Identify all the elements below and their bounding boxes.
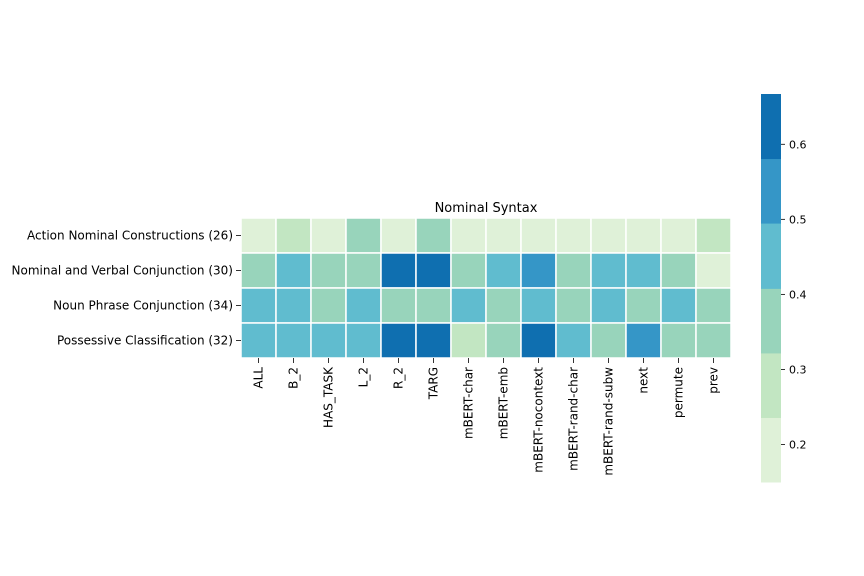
- column-label: mBERT-rand-char: [567, 367, 581, 471]
- heatmap-cell: [380, 287, 417, 324]
- heatmap-cell: [380, 322, 417, 359]
- colorbar-tick-label: 0.6: [789, 138, 807, 151]
- heatmap-cell: [695, 322, 732, 359]
- colorbar-segment: [761, 94, 781, 160]
- heatmap-cell: [555, 322, 592, 359]
- heatmap-cell: [450, 287, 487, 324]
- colorbar-segment: [761, 158, 781, 224]
- heatmap-cell: [415, 287, 452, 324]
- heatmap-cell: [555, 217, 592, 254]
- colorbar-tick-label: 0.3: [789, 363, 807, 376]
- heatmap-cell: [590, 322, 627, 359]
- row-label: Nominal and Verbal Conjunction (30): [12, 264, 233, 278]
- heatmap-cell: [345, 252, 382, 289]
- heatmap-cell: [485, 322, 522, 359]
- column-label: mBERT-char: [462, 367, 476, 439]
- heatmap-cell: [240, 287, 277, 324]
- heatmap-cell: [345, 217, 382, 254]
- column-label: prev: [707, 367, 721, 394]
- heatmap-cell: [660, 287, 697, 324]
- heatmap-cell: [555, 252, 592, 289]
- heatmap-cell: [520, 287, 557, 324]
- heatmap-cell: [485, 252, 522, 289]
- heatmap-cell: [660, 252, 697, 289]
- colorbar-tick-label: 0.5: [789, 213, 807, 226]
- column-label: B_2: [287, 367, 301, 389]
- heatmap-cell: [590, 217, 627, 254]
- column-label: permute: [672, 367, 686, 418]
- heatmap-cell: [240, 322, 277, 359]
- heatmap-cell: [450, 217, 487, 254]
- heatmap-cell: [520, 322, 557, 359]
- heatmap-cell: [380, 217, 417, 254]
- column-label: TARG: [427, 367, 441, 400]
- column-label: R_2: [392, 367, 406, 389]
- heatmap-cell: [415, 217, 452, 254]
- heatmap-cell: [555, 287, 592, 324]
- heatmap-cell: [660, 217, 697, 254]
- heatmap-cell: [310, 217, 347, 254]
- colorbar-segment: [761, 223, 781, 289]
- colorbar-tick-label: 0.2: [789, 438, 807, 451]
- heatmap-cell: [695, 287, 732, 324]
- heatmap-cell: [380, 252, 417, 289]
- colorbar-segment: [761, 288, 781, 354]
- heatmap-cell: [485, 287, 522, 324]
- heatmap-cell: [275, 322, 312, 359]
- column-label: mBERT-nocontext: [532, 367, 546, 473]
- heatmap-cell: [590, 287, 627, 324]
- heatmap-cell: [450, 322, 487, 359]
- heatmap-cell: [520, 217, 557, 254]
- heatmap-cell: [660, 322, 697, 359]
- heatmap-cell: [625, 322, 662, 359]
- heatmap-cell: [695, 217, 732, 254]
- heatmap-cell: [345, 322, 382, 359]
- colorbar: 0.2 0.3 0.4 0.5 0.6: [761, 94, 807, 483]
- colorbar-segment: [761, 352, 781, 418]
- heatmap-cell: [485, 217, 522, 254]
- heatmap-cell: [275, 252, 312, 289]
- heatmap-cell: [695, 252, 732, 289]
- heatmap-cell: [310, 322, 347, 359]
- heatmap-cell: [345, 287, 382, 324]
- heatmap-cell: [590, 252, 627, 289]
- colorbar-segment: [761, 417, 781, 483]
- heatmap-cell: [625, 217, 662, 254]
- row-labels: Action Nominal Constructions (26) Nominal…: [12, 229, 241, 348]
- column-label: mBERT-rand-subw: [602, 367, 616, 476]
- heatmap-cell: [625, 252, 662, 289]
- heatmap-cell: [275, 287, 312, 324]
- heatmap-cell: [240, 217, 277, 254]
- heatmap-cells: [240, 217, 732, 359]
- row-label: Possessive Classification (32): [57, 334, 233, 348]
- heatmap-cell: [415, 252, 452, 289]
- row-label: Noun Phrase Conjunction (34): [53, 299, 233, 313]
- colorbar-tick-label: 0.4: [789, 288, 807, 301]
- heatmap-cell: [275, 217, 312, 254]
- heatmap-cell: [625, 287, 662, 324]
- heatmap-cell: [310, 252, 347, 289]
- chart-title: Nominal Syntax: [435, 201, 538, 216]
- heatmap-cell: [415, 322, 452, 359]
- row-label: Action Nominal Constructions (26): [27, 229, 233, 243]
- heatmap-cell: [240, 252, 277, 289]
- column-label: HAS_TASK: [322, 366, 336, 428]
- column-label: L_2: [357, 367, 371, 387]
- column-label: mBERT-emb: [497, 367, 511, 439]
- column-label: next: [637, 367, 651, 394]
- heatmap-cell: [310, 287, 347, 324]
- column-labels: ALL B_2 HAS_TASK L_2 R_2 TARG mBERT-char mBERT-…: [252, 358, 721, 476]
- heatmap-cell: [520, 252, 557, 289]
- heatmap-cell: [450, 252, 487, 289]
- column-label: ALL: [252, 367, 266, 389]
